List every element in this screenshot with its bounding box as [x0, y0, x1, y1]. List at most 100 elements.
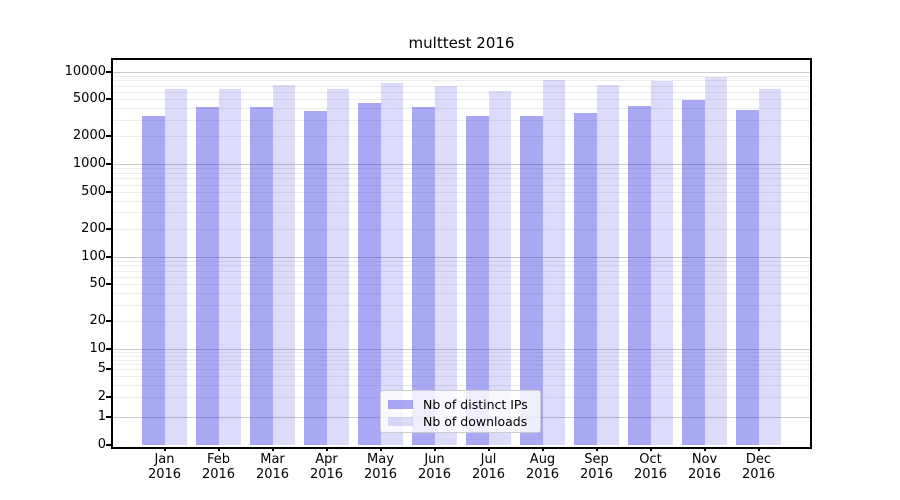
- y-tick-mark: [106, 416, 111, 418]
- x-tick-label-nov: Nov 2016: [678, 452, 732, 482]
- x-tick-year: 2016: [309, 467, 344, 482]
- gridline-minor: [113, 277, 810, 279]
- gridline-minor: [113, 352, 810, 354]
- y-tick-mark: [106, 444, 111, 446]
- x-tick-label-aug: Aug 2016: [516, 452, 570, 482]
- x-tick-year: 2016: [741, 467, 776, 482]
- y-tick-mark: [106, 255, 111, 258]
- x-tick-month: Apr: [315, 452, 338, 467]
- bar-distinct-ips-jan: [142, 116, 165, 445]
- gridline-minor: [113, 178, 810, 180]
- y-tick-mark: [106, 283, 111, 286]
- y-tick-mark: [106, 190, 111, 193]
- x-tick-year: 2016: [525, 467, 560, 482]
- x-tick-month: Aug: [529, 452, 556, 467]
- gridline-minor: [113, 228, 810, 230]
- y-tick-mark: [106, 135, 111, 138]
- y-tick-label-1000: 1000: [72, 156, 106, 171]
- x-tick-label-jun: Jun 2016: [408, 452, 462, 482]
- x-tick-label-dec: Dec 2016: [732, 452, 786, 482]
- plot-area: Nb of distinct IPs Nb of downloads: [111, 58, 812, 449]
- x-tick-label-oct: Oct 2016: [624, 452, 678, 482]
- x-tick-mark: [649, 447, 652, 451]
- bar-downloads-oct: [650, 81, 673, 445]
- gridline-minor: [113, 369, 810, 371]
- x-tick-year: 2016: [255, 467, 290, 482]
- x-tick-month: Jan: [154, 452, 175, 467]
- gridline-minor: [113, 99, 810, 101]
- gridline-minor: [113, 384, 810, 386]
- bar-downloads-sep: [596, 84, 619, 445]
- x-tick-year: 2016: [147, 467, 182, 482]
- y-tick-mark: [106, 98, 111, 101]
- x-tick-label-mar: Mar 2016: [246, 452, 300, 482]
- y-tick-label-50: 50: [89, 276, 106, 292]
- y-tick-label-2000: 2000: [72, 128, 106, 144]
- gridline-major: [113, 349, 810, 350]
- bar-distinct-ips-may: [358, 102, 381, 445]
- legend-label-downloads: Nb of downloads: [423, 414, 528, 429]
- gridline-minor: [113, 75, 810, 77]
- x-tick-mark: [325, 447, 328, 451]
- gridline-minor: [113, 136, 810, 138]
- gridline-minor: [113, 212, 810, 214]
- y-tick-mark: [106, 70, 111, 73]
- x-tick-label-sep: Sep 2016: [570, 452, 624, 482]
- y-tick-mark: [106, 163, 111, 165]
- y-tick-label-100: 100: [81, 248, 106, 264]
- y-tick-mark: [106, 320, 111, 323]
- x-tick-mark: [595, 447, 598, 451]
- bar-distinct-ips-sep: [574, 112, 597, 445]
- y-tick-mark: [106, 227, 111, 230]
- gridline-minor: [113, 172, 810, 174]
- bar-distinct-ips-aug: [520, 116, 543, 445]
- x-tick-label-apr: Apr 2016: [300, 452, 354, 482]
- legend-label-distinct-ips: Nb of distinct IPs: [423, 397, 528, 412]
- legend-row-distinct-ips: Nb of distinct IPs: [388, 396, 533, 413]
- y-tick-mark: [106, 368, 111, 371]
- bar-distinct-ips-dec: [736, 110, 759, 445]
- bar-downloads-jul: [488, 90, 511, 445]
- y-tick-label-20: 20: [89, 313, 106, 329]
- bar-downloads-dec: [758, 88, 781, 445]
- bar-distinct-ips-mar: [250, 107, 273, 445]
- gridline-minor: [113, 284, 810, 286]
- bar-distinct-ips-feb: [196, 107, 219, 445]
- legend: Nb of distinct IPs Nb of downloads: [380, 390, 541, 433]
- bar-downloads-may: [380, 82, 403, 445]
- x-tick-mark: [163, 447, 166, 451]
- x-tick-month: Oct: [639, 452, 662, 467]
- chart-title: multtest 2016: [408, 34, 515, 52]
- bar-downloads-apr: [326, 89, 349, 445]
- y-tick-label-0: 0: [97, 437, 106, 452]
- x-tick-month: Mar: [260, 452, 285, 467]
- bar-distinct-ips-nov: [682, 100, 705, 445]
- bar-distinct-ips-jun: [412, 107, 435, 445]
- x-tick-mark: [703, 447, 706, 451]
- gridline-minor: [113, 355, 810, 357]
- y-tick-label-10000: 10000: [64, 63, 106, 79]
- bar-distinct-ips-apr: [304, 111, 327, 445]
- bar-distinct-ips-oct: [628, 106, 651, 445]
- bar-distinct-ips-jul: [466, 116, 489, 445]
- x-tick-label-feb: Feb 2016: [192, 452, 246, 482]
- bar-downloads-jan: [164, 88, 187, 445]
- x-tick-year: 2016: [687, 467, 722, 482]
- gridline-minor: [113, 265, 810, 267]
- x-tick-month: Jun: [424, 452, 445, 467]
- x-tick-mark: [271, 447, 274, 451]
- x-tick-year: 2016: [417, 467, 452, 482]
- gridlines-layer: [113, 60, 810, 447]
- x-tick-mark: [379, 447, 382, 451]
- x-tick-year: 2016: [201, 467, 236, 482]
- x-tick-month: Sep: [584, 452, 609, 467]
- bar-downloads-feb: [218, 88, 241, 445]
- x-tick-month: Nov: [691, 452, 718, 467]
- gridline-minor: [113, 168, 810, 170]
- x-tick-mark: [487, 447, 490, 451]
- gridline-minor: [113, 85, 810, 87]
- gridline-minor: [113, 304, 810, 306]
- x-tick-month: May: [367, 452, 394, 467]
- x-tick-label-may: May 2016: [354, 452, 408, 482]
